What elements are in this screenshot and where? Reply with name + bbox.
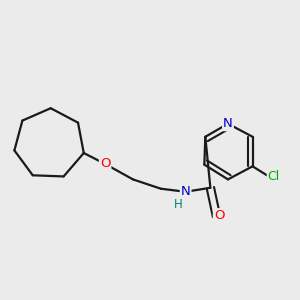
Text: N: N — [223, 117, 233, 130]
Text: O: O — [100, 158, 110, 170]
Text: H: H — [173, 198, 182, 211]
Text: O: O — [214, 209, 224, 222]
Text: N: N — [181, 185, 190, 198]
Text: Cl: Cl — [268, 170, 280, 183]
